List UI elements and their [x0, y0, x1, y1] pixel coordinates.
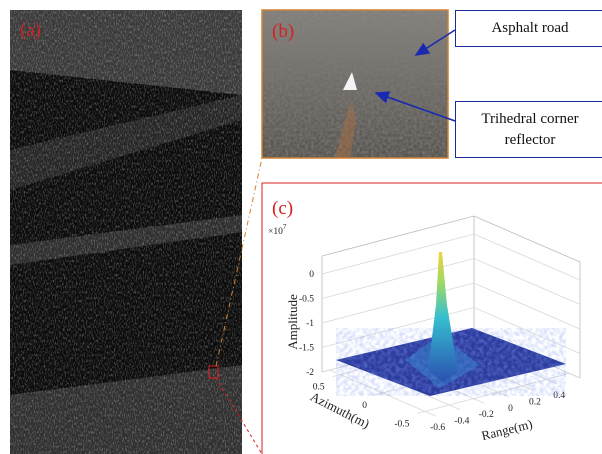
panel-label: (a)	[20, 20, 41, 41]
grid-line	[322, 259, 580, 305]
z-scale: ×107	[268, 223, 287, 237]
callout: Trihedral corner reflector	[455, 101, 602, 158]
range-tick-label: 0.2	[529, 397, 541, 407]
range-tick-label: 0.4	[553, 391, 565, 401]
z-scale-base: ×10	[268, 227, 283, 237]
surface-peak	[428, 252, 458, 382]
surface-plot: 0-0.5-1-1.5-20.50-0.5-0.6-0.4-0.200.20.4	[299, 216, 580, 433]
grid-line	[322, 283, 580, 329]
figure: (a) (b) (c) 0-0.5-1-1.5-20.50-0.5-0.6-0.…	[0, 0, 602, 454]
azimuth-tick-label: -0.5	[394, 419, 409, 429]
z-axis-label: Amplitude	[285, 294, 300, 350]
azimuth-tick-label: 0	[362, 401, 367, 411]
z-tick-label: -1.5	[299, 344, 314, 354]
range-tick-label: -0.2	[479, 410, 494, 420]
z-tick-label: -2	[306, 368, 314, 378]
z-tick-label: -0.5	[299, 295, 314, 305]
z-scale-exponent: 7	[283, 223, 287, 231]
callout: Asphalt road	[455, 10, 602, 47]
sar-image	[10, 10, 242, 454]
panel-label: (b)	[272, 21, 294, 42]
range-tick-label: 0	[508, 404, 513, 414]
grid-line	[322, 234, 580, 280]
z-tick-label: 0	[309, 270, 314, 280]
range-tick-label: -0.6	[430, 423, 445, 433]
figure-graphics: (a) (b) (c) 0-0.5-1-1.5-20.50-0.5-0.6-0.…	[0, 0, 602, 454]
panel-label: (c)	[272, 198, 293, 219]
z-tick-label: -1	[306, 319, 314, 329]
range-tick-label: -0.4	[454, 417, 469, 427]
